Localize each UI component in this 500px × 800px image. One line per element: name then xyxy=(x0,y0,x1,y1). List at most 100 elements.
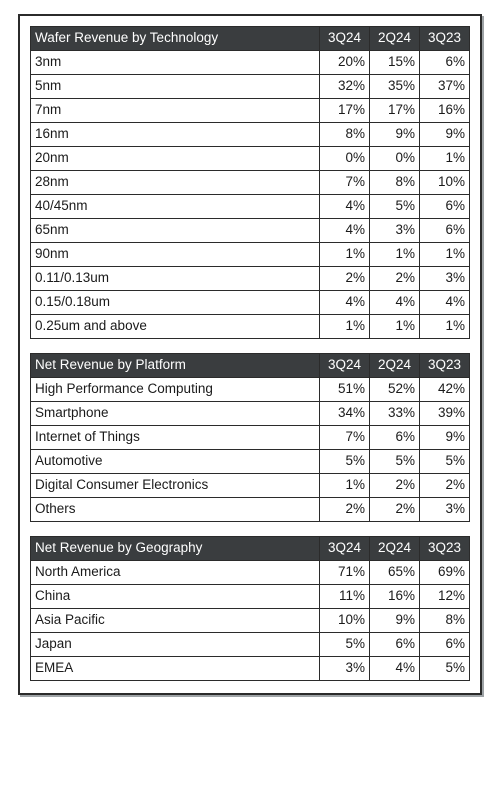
row-value: 9% xyxy=(370,609,420,633)
row-value: 2% xyxy=(420,474,470,498)
period-header: 3Q23 xyxy=(420,27,470,51)
table-row: 0.15/0.18um4%4%4% xyxy=(31,291,470,315)
table-row: 20nm0%0%1% xyxy=(31,147,470,171)
row-value: 12% xyxy=(420,585,470,609)
table-row: 90nm1%1%1% xyxy=(31,243,470,267)
row-value: 5% xyxy=(320,450,370,474)
row-label: Japan xyxy=(31,633,320,657)
row-label: 28nm xyxy=(31,171,320,195)
row-value: 3% xyxy=(420,267,470,291)
row-value: 9% xyxy=(420,123,470,147)
row-value: 1% xyxy=(420,243,470,267)
row-value: 35% xyxy=(370,75,420,99)
row-value: 6% xyxy=(420,633,470,657)
row-value: 7% xyxy=(320,171,370,195)
row-value: 4% xyxy=(320,195,370,219)
row-value: 20% xyxy=(320,51,370,75)
period-header: 3Q24 xyxy=(320,354,370,378)
row-value: 10% xyxy=(320,609,370,633)
row-value: 1% xyxy=(420,147,470,171)
row-value: 2% xyxy=(370,498,420,522)
row-label: 40/45nm xyxy=(31,195,320,219)
row-value: 17% xyxy=(370,99,420,123)
row-label: North America xyxy=(31,561,320,585)
row-value: 5% xyxy=(420,657,470,681)
period-header: 3Q23 xyxy=(420,354,470,378)
table-title: Net Revenue by Platform xyxy=(31,354,320,378)
row-value: 1% xyxy=(320,474,370,498)
row-value: 8% xyxy=(320,123,370,147)
row-value: 34% xyxy=(320,402,370,426)
row-value: 17% xyxy=(320,99,370,123)
tables-container: Wafer Revenue by Technology3Q242Q243Q233… xyxy=(18,14,482,695)
row-value: 2% xyxy=(370,474,420,498)
table-row: EMEA3%4%5% xyxy=(31,657,470,681)
row-label: 16nm xyxy=(31,123,320,147)
row-value: 1% xyxy=(370,315,420,339)
row-value: 11% xyxy=(320,585,370,609)
table-row: China11%16%12% xyxy=(31,585,470,609)
period-header: 3Q24 xyxy=(320,537,370,561)
row-value: 0% xyxy=(370,147,420,171)
table-row: Digital Consumer Electronics1%2%2% xyxy=(31,474,470,498)
row-label: China xyxy=(31,585,320,609)
table-title: Wafer Revenue by Technology xyxy=(31,27,320,51)
row-value: 9% xyxy=(420,426,470,450)
row-label: 0.15/0.18um xyxy=(31,291,320,315)
row-value: 6% xyxy=(420,219,470,243)
row-value: 5% xyxy=(370,195,420,219)
row-label: Internet of Things xyxy=(31,426,320,450)
period-header: 2Q24 xyxy=(370,537,420,561)
row-label: 7nm xyxy=(31,99,320,123)
row-value: 0% xyxy=(320,147,370,171)
table-row: Internet of Things7%6%9% xyxy=(31,426,470,450)
row-label: Asia Pacific xyxy=(31,609,320,633)
table-row: Asia Pacific10%9%8% xyxy=(31,609,470,633)
table-row: 65nm4%3%6% xyxy=(31,219,470,243)
row-value: 1% xyxy=(320,315,370,339)
revenue-table: Net Revenue by Platform3Q242Q243Q23High … xyxy=(30,353,470,522)
row-label: 20nm xyxy=(31,147,320,171)
row-label: EMEA xyxy=(31,657,320,681)
period-header: 2Q24 xyxy=(370,27,420,51)
revenue-table: Net Revenue by Geography3Q242Q243Q23Nort… xyxy=(30,536,470,681)
row-value: 33% xyxy=(370,402,420,426)
row-value: 4% xyxy=(370,657,420,681)
row-value: 51% xyxy=(320,378,370,402)
row-value: 1% xyxy=(320,243,370,267)
row-value: 2% xyxy=(320,498,370,522)
row-value: 10% xyxy=(420,171,470,195)
row-value: 1% xyxy=(370,243,420,267)
row-label: Others xyxy=(31,498,320,522)
period-header: 3Q24 xyxy=(320,27,370,51)
row-value: 16% xyxy=(370,585,420,609)
table-row: 0.11/0.13um2%2%3% xyxy=(31,267,470,291)
row-label: 5nm xyxy=(31,75,320,99)
row-value: 3% xyxy=(320,657,370,681)
page: Wafer Revenue by Technology3Q242Q243Q233… xyxy=(0,0,500,800)
row-value: 6% xyxy=(370,633,420,657)
row-value: 3% xyxy=(420,498,470,522)
row-value: 5% xyxy=(370,450,420,474)
row-value: 16% xyxy=(420,99,470,123)
row-value: 69% xyxy=(420,561,470,585)
row-value: 71% xyxy=(320,561,370,585)
table-row: 40/45nm4%5%6% xyxy=(31,195,470,219)
row-value: 6% xyxy=(370,426,420,450)
row-label: 65nm xyxy=(31,219,320,243)
row-value: 2% xyxy=(370,267,420,291)
revenue-table: Wafer Revenue by Technology3Q242Q243Q233… xyxy=(30,26,470,339)
table-row: 16nm8%9%9% xyxy=(31,123,470,147)
table-row: 7nm17%17%16% xyxy=(31,99,470,123)
row-label: 0.25um and above xyxy=(31,315,320,339)
row-value: 52% xyxy=(370,378,420,402)
row-value: 39% xyxy=(420,402,470,426)
table-row: Others2%2%3% xyxy=(31,498,470,522)
row-label: High Performance Computing xyxy=(31,378,320,402)
row-value: 6% xyxy=(420,195,470,219)
row-value: 9% xyxy=(370,123,420,147)
table-title: Net Revenue by Geography xyxy=(31,537,320,561)
table-row: 0.25um and above1%1%1% xyxy=(31,315,470,339)
row-value: 8% xyxy=(370,171,420,195)
row-value: 37% xyxy=(420,75,470,99)
